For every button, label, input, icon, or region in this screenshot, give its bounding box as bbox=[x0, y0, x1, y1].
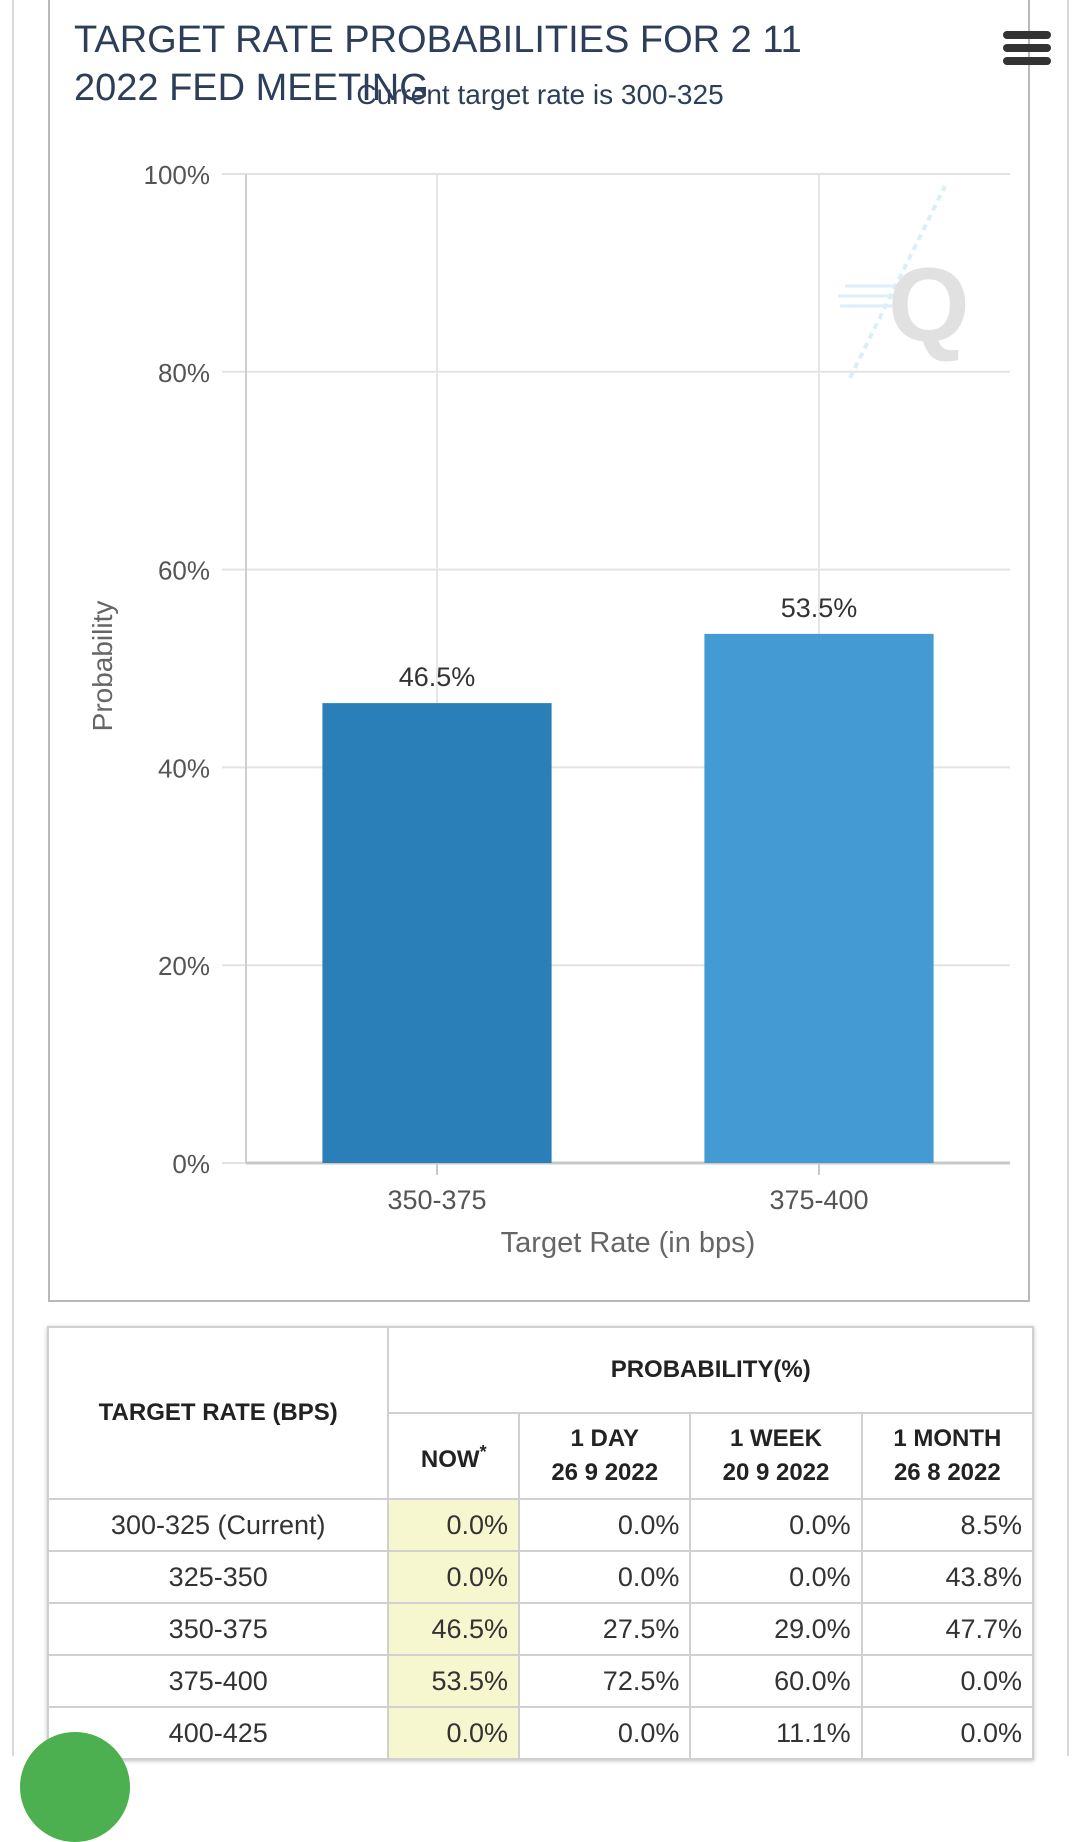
header-probability: PROBABILITY(%) bbox=[387, 1326, 1034, 1414]
bar-350-375[interactable] bbox=[322, 703, 552, 1163]
x-tick-label: 375-400 bbox=[769, 1185, 868, 1215]
y-tick-labels: 0% 20% 40% 60% 80% 100% bbox=[144, 160, 211, 1179]
y-tick-label: 0% bbox=[172, 1149, 210, 1179]
header-1-day: 1 DAY 26 9 2022 bbox=[518, 1412, 692, 1500]
y-tick-label: 20% bbox=[158, 951, 210, 981]
cell-1-day: 27.5% bbox=[518, 1602, 692, 1656]
header-1-month: 1 MONTH 26 8 2022 bbox=[860, 1412, 1035, 1500]
header-1-week: 1 WEEK 20 9 2022 bbox=[689, 1412, 863, 1500]
cell-1-day: 0.0% bbox=[518, 1706, 692, 1760]
table-row: 400-425 0.0% 0.0% 11.1% 0.0% bbox=[46, 1706, 1035, 1760]
page-border-left bbox=[12, 0, 14, 1756]
y-tick-label: 60% bbox=[158, 556, 210, 586]
cell-1-week: 0.0% bbox=[689, 1550, 863, 1604]
cell-1-month: 0.0% bbox=[860, 1654, 1035, 1708]
y-tick-label: 100% bbox=[144, 160, 211, 190]
bar-chart: Q 46.5%53.5% 0%20%40%60%80%100% 350-375 3… bbox=[74, 19, 1010, 1259]
row-rate: 325-350 bbox=[46, 1550, 390, 1604]
x-tick-labels: 350-375 375-400 bbox=[387, 1163, 869, 1215]
hamburger-menu-icon[interactable] bbox=[1003, 31, 1051, 69]
cell-now: 0.0% bbox=[387, 1706, 521, 1760]
header-target-rate: TARGET RATE (BPS) bbox=[46, 1326, 390, 1500]
chart-title-line-2: 2022 FED MEETING bbox=[74, 67, 429, 109]
cell-1-month: 43.8% bbox=[860, 1550, 1035, 1604]
header-now: NOW* bbox=[387, 1412, 521, 1500]
cell-1-month: 47.7% bbox=[860, 1602, 1035, 1656]
table-row: 300-325 (Current) 0.0% 0.0% 0.0% 8.5% bbox=[46, 1498, 1035, 1552]
data-label: 53.5% bbox=[781, 593, 858, 623]
cell-now: 0.0% bbox=[387, 1498, 521, 1552]
bar-375-400[interactable] bbox=[704, 633, 934, 1163]
cell-1-month: 8.5% bbox=[860, 1498, 1035, 1552]
page-border-right bbox=[1067, 0, 1069, 1756]
table-row: 375-400 53.5% 72.5% 60.0% 0.0% bbox=[46, 1654, 1035, 1708]
cell-1-week: 11.1% bbox=[689, 1706, 863, 1760]
chart-panel: Q 46.5% 53.5% 0% 20% 40% 60% 80% 100% 350-375 3… bbox=[48, 0, 1051, 1302]
cell-1-week: 29.0% bbox=[689, 1602, 863, 1656]
chart-subtitle: Current target rate is 300-325 bbox=[356, 79, 723, 110]
row-rate: 375-400 bbox=[46, 1654, 390, 1708]
cell-now: 0.0% bbox=[387, 1550, 521, 1604]
q-watermark-logo: Q bbox=[838, 185, 970, 379]
data-label: 46.5% bbox=[399, 662, 476, 692]
cell-1-week: 60.0% bbox=[689, 1654, 863, 1708]
table-row: 325-350 0.0% 0.0% 0.0% 43.8% bbox=[46, 1550, 1035, 1604]
x-axis-label: Target Rate (in bps) bbox=[501, 1227, 756, 1259]
y-axis-label: Probability bbox=[87, 601, 118, 732]
chat-badge-icon[interactable] bbox=[20, 1732, 130, 1842]
row-rate: 300-325 (Current) bbox=[46, 1498, 390, 1552]
y-tick-label: 40% bbox=[158, 753, 210, 783]
cell-1-month: 0.0% bbox=[860, 1706, 1035, 1760]
cell-1-day: 0.0% bbox=[518, 1550, 692, 1604]
chart-title-line-1: TARGET RATE PROBABILITIES FOR 2 11 bbox=[74, 19, 802, 61]
y-tick-label: 80% bbox=[158, 358, 210, 388]
cell-now: 46.5% bbox=[387, 1602, 521, 1656]
cell-1-week: 0.0% bbox=[689, 1498, 863, 1552]
probability-table: TARGET RATE (BPS) PROBABILITY(%) NOW* 1 … bbox=[46, 1326, 1035, 1760]
bars bbox=[322, 633, 934, 1163]
row-rate: 350-375 bbox=[46, 1602, 390, 1656]
data-labels: 46.5% 53.5% bbox=[399, 593, 858, 692]
cell-1-day: 72.5% bbox=[518, 1654, 692, 1708]
cell-now: 53.5% bbox=[387, 1654, 521, 1708]
cell-1-day: 0.0% bbox=[518, 1498, 692, 1552]
x-tick-label: 350-375 bbox=[387, 1185, 486, 1215]
table-row: 350-375 46.5% 27.5% 29.0% 47.7% bbox=[46, 1602, 1035, 1656]
svg-text:Q: Q bbox=[888, 247, 970, 364]
